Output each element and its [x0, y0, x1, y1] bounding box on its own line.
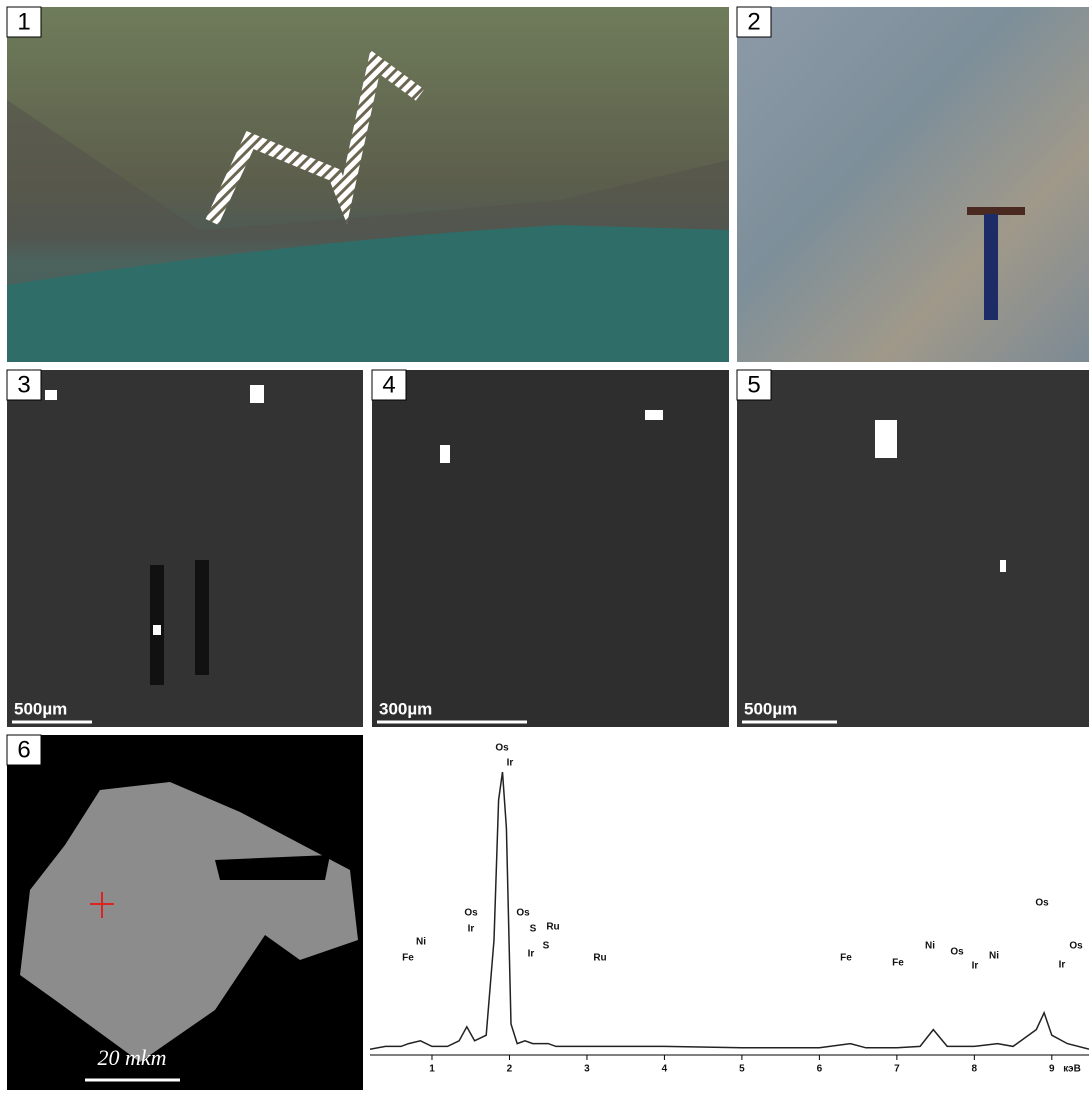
peak-label: Ni: [416, 937, 426, 948]
peak-label: S: [530, 924, 537, 935]
peak-label: Ni: [925, 941, 935, 952]
scale-bar-label: 500µm: [744, 699, 797, 718]
x-tick-label: 9: [1049, 1064, 1055, 1075]
x-tick-label: 5: [739, 1064, 745, 1075]
panel-label: 4: [382, 371, 395, 398]
peak-label: Os: [1069, 941, 1083, 952]
sem-image: [737, 370, 1089, 727]
scale-bar-label: 500µm: [14, 699, 67, 718]
x-tick-label: 4: [662, 1064, 668, 1075]
peak-label: Ru: [593, 953, 606, 964]
panel-label: 6: [17, 736, 30, 763]
peak-label: Ir: [1059, 960, 1066, 971]
peak-label: Ir: [507, 758, 514, 769]
peak-label: Os: [464, 908, 478, 919]
sem-image: [7, 370, 363, 727]
x-tick-label: 1: [429, 1064, 435, 1075]
peak-label: Os: [950, 947, 964, 958]
x-tick-label: 3: [584, 1064, 590, 1075]
sem-image: [372, 370, 729, 727]
x-tick-label: 7: [894, 1064, 900, 1075]
peak-label: Os: [1035, 898, 1049, 909]
peak-label: Fe: [402, 953, 414, 964]
x-unit: кэВ: [1063, 1064, 1081, 1075]
peak-label: Ir: [468, 924, 475, 935]
panel-label: 2: [747, 8, 760, 35]
x-tick-label: 2: [507, 1064, 513, 1075]
peak-label: Fe: [892, 958, 904, 969]
hammer-head: [967, 207, 1025, 215]
peak-label: Ir: [972, 961, 979, 972]
scale-bar-label: 300µm: [379, 699, 432, 718]
panel-label: 1: [17, 8, 30, 35]
panel-label: 5: [747, 371, 760, 398]
panel-label: 3: [17, 371, 30, 398]
spectrum-panel: [370, 735, 1089, 1090]
hammer-handle: [984, 214, 998, 320]
peak-label: Ru: [546, 922, 559, 933]
photo-rock: [737, 7, 1089, 362]
scale-bar-label: 20 mkm: [97, 1045, 166, 1070]
peak-label: Ir: [528, 949, 535, 960]
peak-label: Ni: [989, 951, 999, 962]
x-tick-label: 8: [972, 1064, 978, 1075]
figure: 1 2 3 4 5 6 500µm 300µm 500µm 20 mkm 1 2 3 4 5 6 7 8 9 кэВ O…: [0, 0, 1089, 1090]
peak-label: Os: [516, 908, 530, 919]
peak-label: S: [543, 941, 550, 952]
peak-label: Fe: [840, 953, 852, 964]
x-tick-label: 6: [817, 1064, 823, 1075]
peak-label: Os: [495, 743, 509, 754]
